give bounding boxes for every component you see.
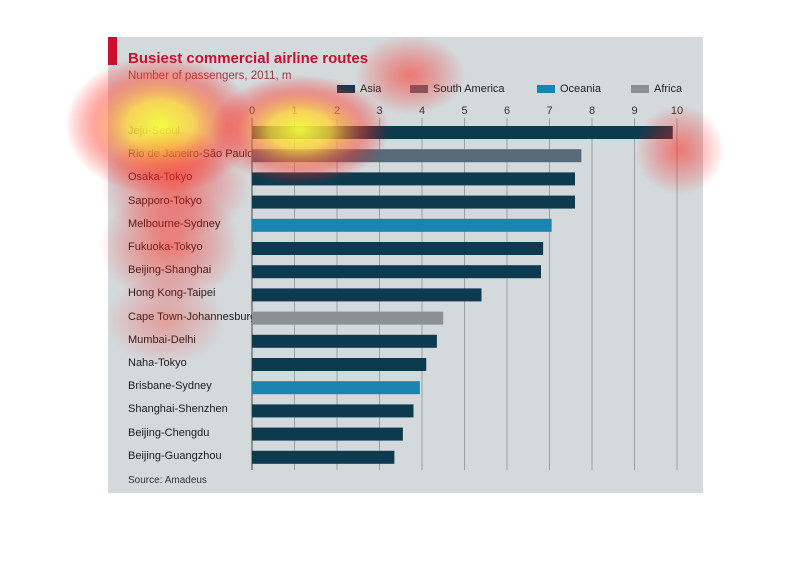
- bar: [252, 126, 673, 139]
- x-tick-label: 9: [631, 105, 638, 117]
- bar: [252, 288, 482, 302]
- legend-item-africa: Africa: [631, 83, 682, 95]
- legend-swatch-oceania: [537, 85, 555, 93]
- bar: [252, 381, 420, 395]
- bar: [252, 218, 552, 232]
- route-label: Shanghai-Shenzhen: [128, 403, 228, 416]
- brand-tag: [108, 37, 117, 65]
- legend-item-oceania: Oceania: [537, 83, 601, 95]
- bar: [252, 242, 544, 255]
- bar: [252, 311, 444, 325]
- bar: [252, 334, 437, 348]
- legend-swatch-africa: [631, 85, 649, 93]
- bar: [252, 265, 541, 279]
- x-tick-label: 6: [503, 105, 511, 117]
- bar: [252, 450, 395, 464]
- bar: [252, 404, 414, 418]
- legend-label-africa: Africa: [654, 83, 683, 95]
- legend-label-oceania: Oceania: [560, 83, 601, 95]
- source-note: Source: Amadeus: [128, 475, 207, 486]
- route-label: Beijing-Chengdu: [128, 426, 210, 439]
- bar: [252, 358, 427, 371]
- bar: [252, 149, 582, 163]
- x-tick-label: 7: [546, 105, 553, 117]
- x-tick-label: 8: [588, 105, 596, 117]
- route-label: Beijing-Guangzhou: [128, 449, 222, 462]
- bar: [252, 195, 575, 209]
- route-label: Brisbane-Sydney: [128, 380, 212, 393]
- bar: [252, 172, 575, 186]
- bar: [252, 427, 403, 441]
